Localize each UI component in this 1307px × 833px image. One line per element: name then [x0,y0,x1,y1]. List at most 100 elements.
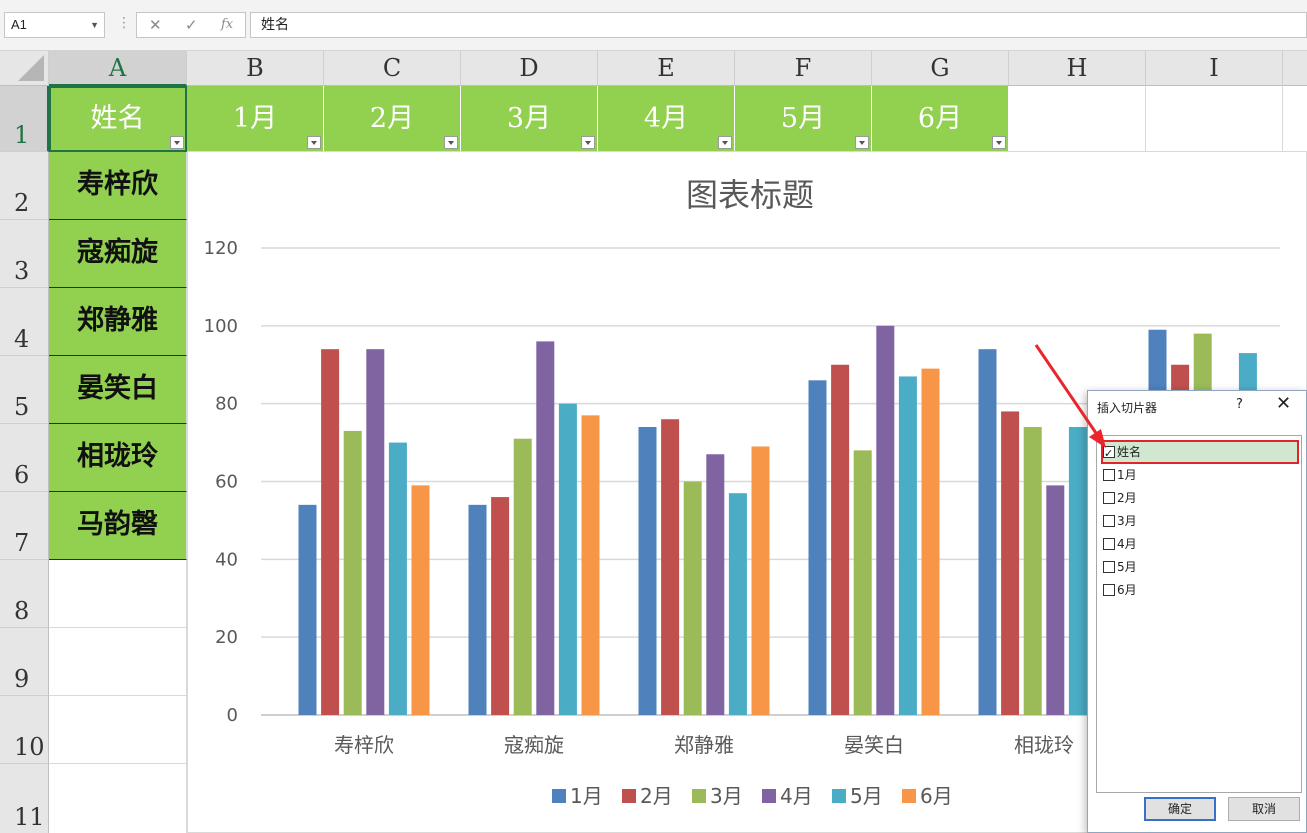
bar-2月-寿梓欣[interactable] [321,349,340,715]
bar-5月-寇痴旋[interactable] [558,403,577,715]
bar-3月-寿梓欣[interactable] [343,430,362,715]
checkbox-icon[interactable] [1103,583,1115,596]
field-item-jun[interactable]: 6月 [1103,580,1297,600]
cell-a8[interactable] [49,560,187,628]
field-item-feb[interactable]: 2月 [1103,488,1297,508]
fx-icon[interactable]: fx [221,17,234,32]
bar-1月-郑静雅[interactable] [638,427,657,715]
row-header-3[interactable]: 3 [0,220,49,288]
cell-g1[interactable]: 6月 [872,86,1009,152]
bar-1月-寇痴旋[interactable] [468,504,487,715]
bar-3月-晏笑白[interactable] [853,450,872,715]
column-header-j[interactable] [1283,51,1307,86]
row-header-1[interactable]: 1 [0,86,49,152]
row-header-10[interactable]: 10 [0,696,49,764]
bar-2月-寇痴旋[interactable] [491,497,510,715]
cell-a2[interactable]: 寿梓欣 [49,152,187,220]
cell-a11[interactable] [49,764,187,833]
bar-4月-相珑玲[interactable] [1046,485,1065,715]
cell-d1[interactable]: 3月 [461,86,598,152]
bar-1月-寿梓欣[interactable] [298,504,317,715]
row-header-6[interactable]: 6 [0,424,49,492]
checkbox-icon[interactable] [1103,491,1115,504]
cell-c1[interactable]: 2月 [324,86,461,152]
column-header-h[interactable]: H [1009,51,1146,86]
help-icon[interactable]: ? [1236,397,1243,412]
bar-5月-郑静雅[interactable] [728,493,747,715]
bar-2月-郑静雅[interactable] [661,419,680,715]
row-header-8[interactable]: 8 [0,560,49,628]
field-item-name[interactable]: 姓名 [1101,440,1299,464]
bar-4月-寇痴旋[interactable] [536,341,555,715]
cell-h1[interactable] [1009,86,1146,152]
row-header-7[interactable]: 7 [0,492,49,560]
cell-a4[interactable]: 郑静雅 [49,288,187,356]
cell-a1[interactable]: 姓名 [49,86,187,152]
filter-dropdown-icon[interactable] [718,136,732,149]
chevron-down-icon[interactable]: ▼ [90,20,99,30]
cell-f1[interactable]: 5月 [735,86,872,152]
enter-icon[interactable]: ✓ [185,16,198,34]
field-item-apr[interactable]: 4月 [1103,534,1297,554]
bar-5月-寿梓欣[interactable] [388,442,407,715]
cell-a9[interactable] [49,628,187,696]
cell-i1[interactable] [1146,86,1283,152]
cell-a3[interactable]: 寇痴旋 [49,220,187,288]
row-header-11[interactable]: 11 [0,764,49,833]
bar-5月-相珑玲[interactable] [1068,427,1087,715]
row-header-9[interactable]: 9 [0,628,49,696]
cell-e1[interactable]: 4月 [598,86,735,152]
ok-button[interactable]: 确定 [1144,797,1216,821]
bar-4月-晏笑白[interactable] [876,325,895,715]
field-item-jan[interactable]: 1月 [1103,465,1297,485]
bar-6月-晏笑白[interactable] [921,368,940,715]
bar-4月-郑静雅[interactable] [706,454,725,715]
column-header-e[interactable]: E [598,51,735,86]
bar-4月-寿梓欣[interactable] [366,349,385,715]
filter-dropdown-icon[interactable] [855,136,869,149]
checkbox-checked-icon[interactable] [1103,444,1115,464]
cell-b1[interactable]: 1月 [187,86,324,152]
checkbox-icon[interactable] [1103,468,1115,481]
field-item-mar[interactable]: 3月 [1103,511,1297,531]
row-header-4[interactable]: 4 [0,288,49,356]
cancel-button[interactable]: 取消 [1228,797,1300,821]
bar-6月-寿梓欣[interactable] [411,485,430,715]
filter-dropdown-icon[interactable] [444,136,458,149]
checkbox-icon[interactable] [1103,537,1115,550]
cancel-icon[interactable]: ✕ [149,16,162,34]
column-header-i[interactable]: I [1146,51,1283,86]
row-header-5[interactable]: 5 [0,356,49,424]
chart-title[interactable]: 图表标题 [686,176,814,214]
bar-1月-相珑玲[interactable] [978,349,997,715]
close-icon[interactable]: ✕ [1276,393,1292,414]
checkbox-icon[interactable] [1103,514,1115,527]
bar-3月-郑静雅[interactable] [683,481,702,716]
bar-2月-晏笑白[interactable] [831,364,850,715]
column-header-c[interactable]: C [324,51,461,86]
bar-6月-寇痴旋[interactable] [581,415,600,715]
select-all-corner[interactable] [0,51,49,86]
filter-dropdown-icon[interactable] [992,136,1006,149]
bar-6月-郑静雅[interactable] [751,446,770,715]
cell-a6[interactable]: 相珑玲 [49,424,187,492]
filter-dropdown-icon[interactable] [170,136,184,149]
name-box[interactable]: A1 ▼ [4,12,105,38]
bar-2月-相珑玲[interactable] [1001,411,1020,715]
cell-j1[interactable] [1283,86,1307,152]
filter-dropdown-icon[interactable] [307,136,321,149]
cell-a7[interactable]: 马韵磬 [49,492,187,560]
row-header-2[interactable]: 2 [0,152,49,220]
column-header-d[interactable]: D [461,51,598,86]
column-header-g[interactable]: G [872,51,1009,86]
cell-a5[interactable]: 晏笑白 [49,356,187,424]
filter-dropdown-icon[interactable] [581,136,595,149]
column-header-f[interactable]: F [735,51,872,86]
field-item-may[interactable]: 5月 [1103,557,1297,577]
column-header-a[interactable]: A [49,51,187,86]
bar-1月-晏笑白[interactable] [808,380,827,715]
chart-legend[interactable]: 1月 2月 3月 4月 5月 6月 [552,784,953,808]
checkbox-icon[interactable] [1103,560,1115,573]
formula-input[interactable]: 姓名 [250,12,1307,38]
bar-3月-寇痴旋[interactable] [513,438,532,715]
